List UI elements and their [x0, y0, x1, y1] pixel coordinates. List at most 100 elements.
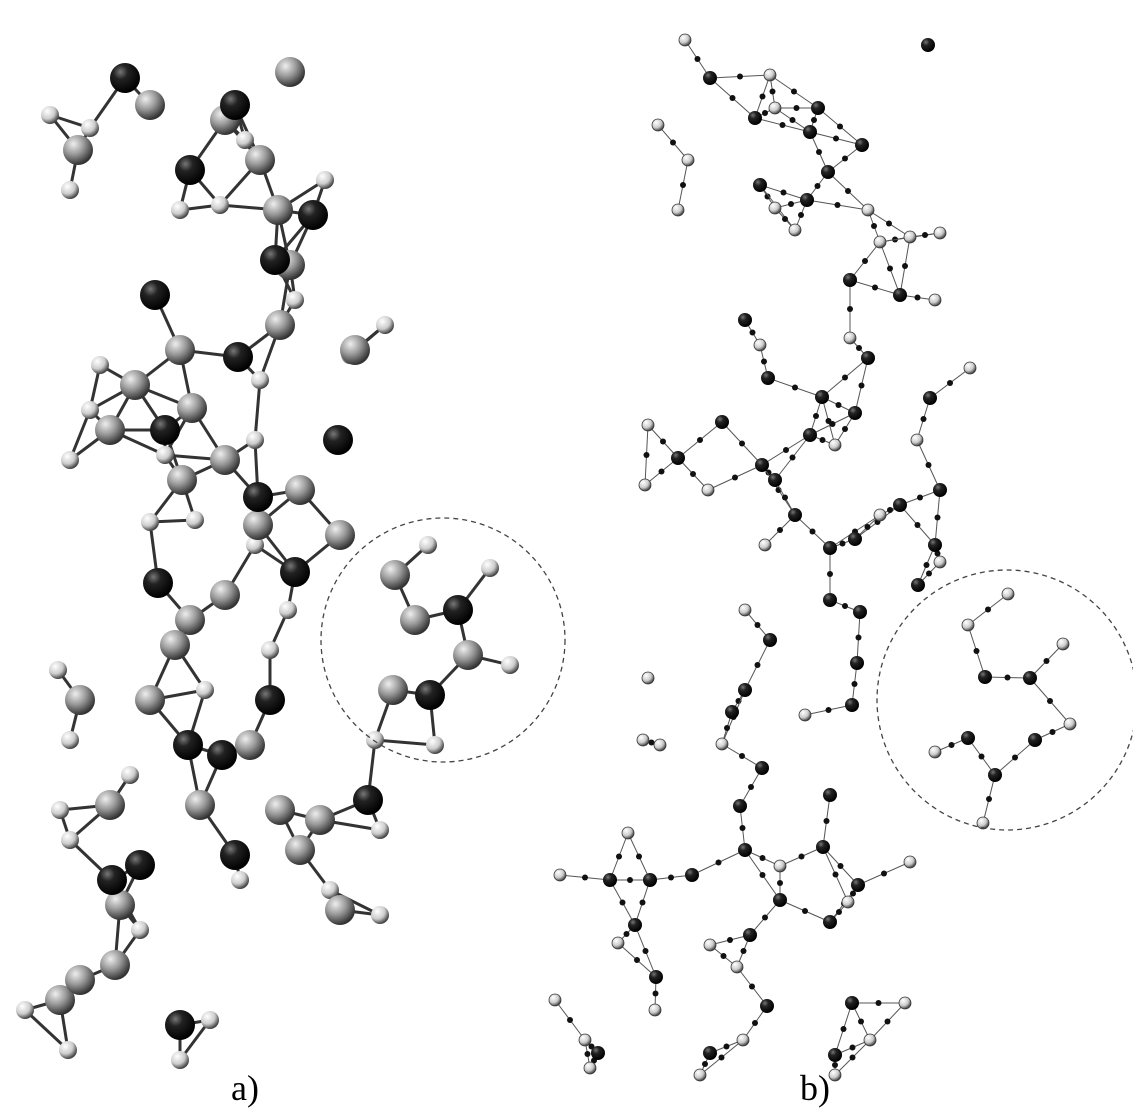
heavy-atom [845, 996, 859, 1010]
hydrogen-atom [934, 227, 946, 239]
oxygen-atom [150, 415, 180, 445]
heavy-atom [928, 538, 942, 552]
hydrogen-atom [759, 539, 771, 551]
carbon-atom [400, 605, 430, 635]
critical-point [739, 441, 745, 447]
carbon-atom [185, 790, 215, 820]
critical-point [730, 95, 736, 101]
figure: a) b) [0, 0, 1133, 1119]
carbon-atom [453, 640, 483, 670]
critical-point [830, 421, 836, 427]
heavy-atom [823, 541, 837, 555]
oxygen-atom [173, 730, 203, 760]
critical-point [627, 877, 633, 883]
heavy-atom [803, 125, 817, 139]
hydrogen-atom [501, 656, 519, 674]
hydrogen-atom [702, 484, 714, 496]
critical-point [926, 571, 932, 577]
hydrogen-atom [844, 332, 856, 344]
critical-point [872, 285, 878, 291]
critical-point [979, 754, 985, 760]
critical-point [634, 957, 640, 963]
hydrogen-atom [1057, 638, 1069, 650]
carbon-atom [165, 335, 195, 365]
hydrogen-atom [739, 604, 751, 616]
hydrogen-atom [481, 559, 499, 577]
hydrogen-atom [51, 801, 69, 819]
carbon-atom [95, 415, 125, 445]
heavy-atom [800, 193, 814, 207]
critical-point [790, 455, 796, 461]
carbon-atom [285, 475, 315, 505]
panel-a-molecule [16, 57, 519, 1069]
hydrogen-atom [549, 994, 561, 1006]
heavy-atom [743, 928, 757, 942]
heavy-atom [851, 878, 865, 892]
hydrogen-atom [81, 401, 99, 419]
hydrogen-atom [769, 202, 781, 214]
hydrogen-atom [261, 641, 279, 659]
hydrogen-atom [842, 896, 854, 908]
heavy-atom [725, 705, 739, 719]
critical-point [838, 863, 844, 869]
critical-point [649, 740, 655, 746]
critical-point [837, 124, 843, 130]
hydrogen-atom [829, 1069, 841, 1081]
critical-point [1044, 658, 1050, 664]
heavy-atom [853, 605, 867, 619]
critical-point [567, 1017, 573, 1023]
carbon-atom [325, 520, 355, 550]
critical-point [820, 437, 826, 443]
hydrogen-atom [622, 827, 634, 839]
critical-point [643, 948, 649, 954]
carbon-atom [167, 465, 197, 495]
critical-point [886, 221, 892, 227]
hydrogen-atom [911, 434, 923, 446]
oxygen-atom [175, 155, 205, 185]
hydrogen-atom [236, 131, 254, 149]
heavy-atom [988, 768, 1002, 782]
critical-point [719, 1055, 725, 1061]
oxygen-atom [143, 568, 173, 598]
heavy-atom [738, 313, 752, 327]
critical-point [750, 330, 756, 336]
hydrogen-atom [799, 709, 811, 721]
heavy-atom [763, 633, 777, 647]
critical-point [887, 266, 893, 272]
heavy-atom [893, 288, 907, 302]
critical-point [697, 437, 703, 443]
heavy-atom [823, 915, 837, 929]
critical-point [842, 156, 848, 162]
heavy-atom [803, 428, 817, 442]
critical-point [653, 991, 659, 997]
heavy-atom [788, 508, 802, 522]
critical-point [985, 607, 991, 613]
critical-point [620, 900, 626, 906]
critical-point [792, 385, 798, 391]
critical-point [841, 1026, 847, 1032]
critical-point [781, 190, 787, 196]
critical-point [690, 471, 696, 477]
hydrogen-atom [59, 1041, 77, 1059]
carbon-atom [210, 580, 240, 610]
critical-point [862, 258, 868, 264]
critical-point [811, 117, 817, 123]
hydrogen-atom [637, 734, 649, 746]
critical-point [802, 908, 808, 914]
carbon-atom [243, 510, 273, 540]
critical-point [636, 854, 642, 860]
hydrogen-atom [731, 961, 743, 973]
hydrogen-atom [81, 119, 99, 137]
critical-point [791, 89, 797, 95]
oxygen-atom [415, 680, 445, 710]
critical-point [752, 1020, 758, 1026]
critical-point [926, 462, 932, 468]
hydrogen-atom [774, 860, 786, 872]
hydrogen-atom [962, 619, 974, 631]
hydrogen-atom [1064, 718, 1076, 730]
heavy-atom [893, 498, 907, 512]
hydrogen-atom [251, 371, 269, 389]
hydrogen-atom [642, 672, 654, 684]
critical-point [737, 74, 743, 80]
critical-point [842, 426, 848, 432]
